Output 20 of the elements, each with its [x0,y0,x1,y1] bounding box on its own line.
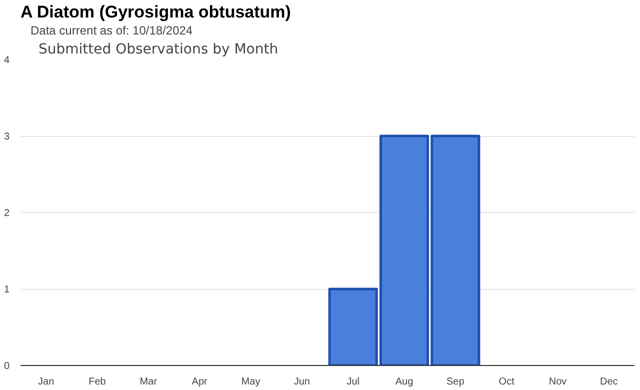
y-tick-label: 3 [4,132,10,142]
y-tick-label: 1 [4,284,10,296]
x-tick-label: Feb [88,376,106,388]
x-tick-label: Jan [38,376,54,388]
x-tick-label: May [241,376,260,388]
chart-title: A Diatom (Gyrosigma obtusatum) [20,2,291,22]
chart-subtitle: Data current as of: 10/18/2024 [30,24,193,38]
y-tick-label: 4 [4,55,10,66]
x-tick-label: Sep [446,376,465,388]
x-tick-label: Oct [498,376,515,388]
x-tick-label: Mar [140,376,158,388]
y-tick-label: 0 [4,361,10,372]
x-tick-label: Dec [600,376,618,388]
x-tick-label: Aug [395,376,414,388]
y-tick-label: 2 [4,208,10,219]
text: Submitted Observations by Month [38,42,278,58]
x-tick-label: Apr [192,376,208,388]
x-tick-label: Nov [548,376,567,388]
x-tick-label: Jun [294,376,310,388]
x-tick-label: Jul [346,376,360,388]
